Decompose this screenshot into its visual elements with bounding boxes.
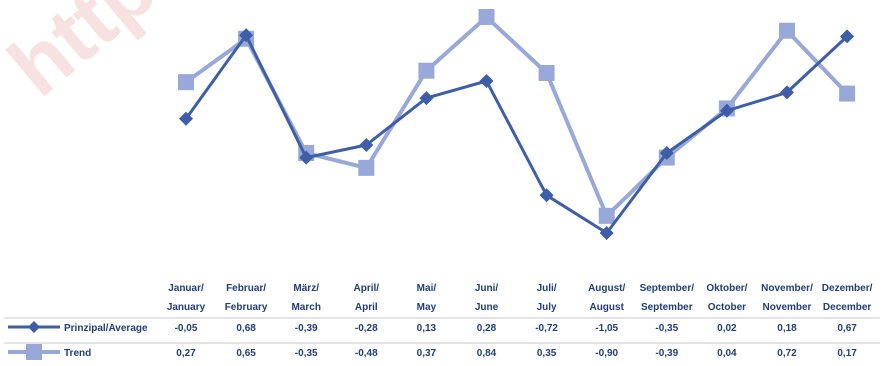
data-label: 0,84	[477, 348, 497, 359]
data-label: -0,72	[535, 323, 558, 334]
data-label: 0,35	[537, 348, 557, 359]
data-label: 0,72	[777, 348, 797, 359]
legend-key	[8, 321, 60, 333]
series-trend	[178, 9, 856, 224]
legend-marker-square	[26, 344, 42, 360]
data-label: 0,37	[417, 348, 437, 359]
data-table: Januar/January Februar/February März/March…	[4, 283, 880, 360]
data-point-diamond	[359, 138, 374, 152]
data-point-diamond	[840, 29, 855, 44]
data-label: -0,05	[175, 323, 198, 334]
category-label: Dezember/	[822, 283, 873, 294]
series-line	[184, 33, 849, 235]
category-label: December	[823, 302, 871, 313]
category-label: February	[225, 302, 268, 313]
category-label: June	[475, 302, 499, 313]
data-point-square	[418, 62, 435, 79]
data-label: -1,05	[595, 323, 618, 334]
data-point-square	[478, 9, 495, 25]
legend-key	[8, 344, 60, 360]
category-label: November	[763, 302, 812, 313]
data-point-square	[839, 85, 856, 102]
data-label: -0,48	[355, 348, 378, 359]
category-label: Mai/	[417, 283, 437, 294]
data-label: -0,39	[295, 323, 318, 334]
data-label: -0,35	[655, 323, 678, 334]
data-label: -0,35	[295, 348, 318, 359]
data-point-diamond	[780, 85, 794, 100]
data-label: 0,65	[236, 348, 256, 359]
watermark: https	[0, 0, 209, 114]
data-point-square	[358, 159, 375, 176]
category-label: July	[537, 302, 557, 313]
data-label: 0,67	[837, 323, 857, 334]
category-label: Juli/	[537, 283, 557, 294]
data-point-diamond	[719, 103, 734, 118]
data-label: -0,90	[595, 348, 618, 359]
category-label: April	[355, 302, 378, 313]
data-label: 0,02	[717, 323, 737, 334]
data-point-square	[538, 65, 555, 81]
category-label: January	[167, 302, 206, 313]
series-layer	[178, 9, 856, 240]
data-label: 0,68	[236, 323, 256, 334]
data-point-diamond	[299, 150, 314, 165]
data-label: -0,39	[655, 348, 678, 359]
series-name-label: Trend	[64, 348, 91, 359]
category-label: August	[589, 302, 624, 313]
data-point-diamond	[419, 91, 434, 106]
category-label: September	[641, 302, 693, 313]
category-label: May	[417, 302, 437, 313]
data-label: 0,17	[837, 348, 857, 359]
category-label: April/	[354, 283, 380, 294]
category-label: November/	[761, 283, 813, 294]
legend-marker-diamond	[28, 321, 40, 333]
data-point-diamond	[539, 188, 554, 203]
watermark-text: https	[0, 0, 209, 114]
data-label: -0,28	[355, 323, 378, 334]
series-name-label: Prinzipal/Average	[64, 323, 148, 334]
category-label: Februar/	[226, 283, 266, 294]
data-label: 0,18	[777, 323, 797, 334]
data-label: 0,28	[477, 323, 497, 334]
category-label: März/	[293, 283, 319, 294]
category-label: Juni/	[475, 283, 499, 294]
data-point-diamond	[599, 226, 614, 240]
data-point-diamond	[179, 111, 193, 126]
category-label: Oktober/	[706, 283, 747, 294]
category-label: March	[291, 302, 320, 313]
category-label: Januar/	[168, 283, 204, 294]
data-label: 0,13	[417, 323, 437, 334]
category-label: September/	[640, 283, 695, 294]
data-point-diamond	[239, 28, 254, 43]
data-point-square	[598, 207, 615, 224]
data-point-diamond	[479, 74, 494, 88]
data-label: 0,27	[176, 348, 196, 359]
category-label: August/	[588, 283, 625, 294]
data-point-square	[779, 22, 795, 39]
category-label: October	[708, 302, 746, 313]
data-point-diamond	[659, 146, 674, 160]
data-point-square	[178, 74, 194, 91]
data-label: 0,04	[717, 348, 737, 359]
series-prinzipal	[179, 28, 855, 240]
